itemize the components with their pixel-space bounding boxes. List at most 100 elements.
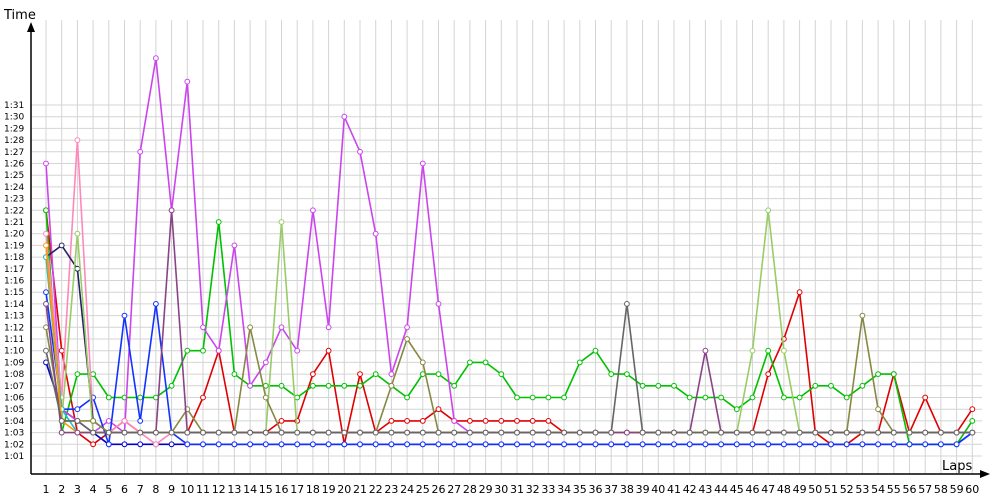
data-point: [388, 418, 395, 424]
data-point: [215, 441, 222, 448]
data-point: [592, 441, 599, 448]
x-tick-label: 46: [746, 483, 760, 496]
y-tick-label: 1:09: [4, 358, 24, 368]
data-point: [702, 441, 709, 448]
data-point: [419, 359, 426, 366]
data-point: [529, 418, 536, 424]
y-tick-label: 1:19: [4, 241, 24, 251]
data-point: [325, 324, 332, 331]
data-point: [231, 441, 238, 448]
data-point: [43, 347, 49, 354]
data-point: [90, 441, 96, 448]
data-point: [58, 429, 65, 436]
data-point: [608, 441, 615, 448]
data-point: [388, 429, 395, 436]
y-tick-label: 1:07: [4, 382, 24, 392]
data-point: [718, 394, 724, 401]
data-point: [765, 441, 772, 448]
data-point: [859, 429, 866, 436]
y-tick-label: 1:01: [4, 452, 24, 462]
x-axis-title: Laps: [942, 459, 972, 474]
data-point: [137, 429, 144, 436]
x-tick-label: 24: [400, 483, 414, 496]
data-point: [105, 429, 112, 436]
data-point: [576, 441, 583, 448]
data-point: [200, 394, 206, 401]
data-point: [733, 429, 740, 436]
x-tick-label: 34: [557, 483, 571, 496]
data-point: [278, 324, 285, 331]
x-tick-labels: 1 2 3 4 5 6 7 8 9 10 11 12 13 14 15 16 17 18 19 20 21 22 23 24 2…: [43, 483, 980, 496]
axes: [27, 22, 990, 478]
data-point: [168, 429, 175, 436]
data-point: [372, 371, 379, 378]
data-point: [608, 429, 615, 436]
data-point: [357, 429, 363, 436]
data-point: [419, 429, 426, 436]
x-tick-label: 20: [337, 483, 351, 496]
x-tick-label: 50: [808, 483, 822, 496]
data-point: [922, 394, 929, 401]
data-point: [74, 406, 81, 413]
data-point: [43, 207, 49, 214]
series-line: [45, 209, 973, 434]
x-tick-label: 4: [90, 483, 97, 496]
data-point: [231, 429, 238, 436]
data-point: [262, 441, 269, 448]
data-point: [592, 347, 599, 354]
x-axis-arrow: [980, 470, 990, 478]
data-point: [781, 394, 787, 401]
data-point: [576, 359, 583, 366]
data-point: [655, 441, 662, 448]
data-point: [938, 429, 944, 436]
data-point: [357, 371, 363, 378]
data-point: [137, 148, 144, 155]
data-point: [153, 55, 159, 62]
data-point: [545, 441, 552, 448]
data-point: [671, 429, 677, 436]
data-point: [310, 382, 316, 389]
data-point: [294, 347, 301, 354]
data-point: [749, 394, 756, 401]
data-point: [545, 418, 552, 424]
data-point: [702, 429, 709, 436]
data-point: [890, 441, 897, 448]
x-tick-label: 21: [353, 483, 367, 496]
data-point: [325, 441, 332, 448]
data-point: [639, 382, 646, 389]
data-point: [278, 382, 285, 389]
data-point: [561, 441, 567, 448]
data-point: [310, 371, 316, 378]
data-point: [215, 347, 222, 354]
data-point: [561, 394, 567, 401]
data-point: [969, 406, 976, 413]
data-point: [419, 418, 426, 424]
data-point: [388, 382, 395, 389]
data-point: [529, 429, 536, 436]
data-point: [215, 219, 222, 225]
series-5: [43, 289, 976, 448]
data-point: [733, 441, 740, 448]
y-tick-label: 1:17: [4, 265, 24, 275]
x-tick-label: 10: [180, 483, 194, 496]
data-point: [953, 441, 960, 448]
data-point: [514, 418, 520, 424]
data-point: [843, 394, 850, 401]
data-point: [341, 113, 348, 120]
y-tick-label: 1:24: [4, 183, 24, 193]
data-point: [310, 207, 316, 214]
data-point: [121, 312, 128, 319]
data-point: [247, 382, 254, 389]
data-point: [749, 441, 756, 448]
data-point: [592, 429, 599, 436]
x-tick-label: 8: [152, 483, 159, 496]
y-tick-label: 1:02: [4, 440, 24, 450]
data-point: [184, 441, 191, 448]
data-point: [671, 382, 677, 389]
data-point: [404, 394, 411, 401]
data-point: [74, 418, 81, 424]
data-point: [451, 418, 458, 424]
x-tick-label: 47: [761, 483, 775, 496]
data-point: [828, 429, 834, 436]
x-tick-label: 14: [243, 483, 257, 496]
